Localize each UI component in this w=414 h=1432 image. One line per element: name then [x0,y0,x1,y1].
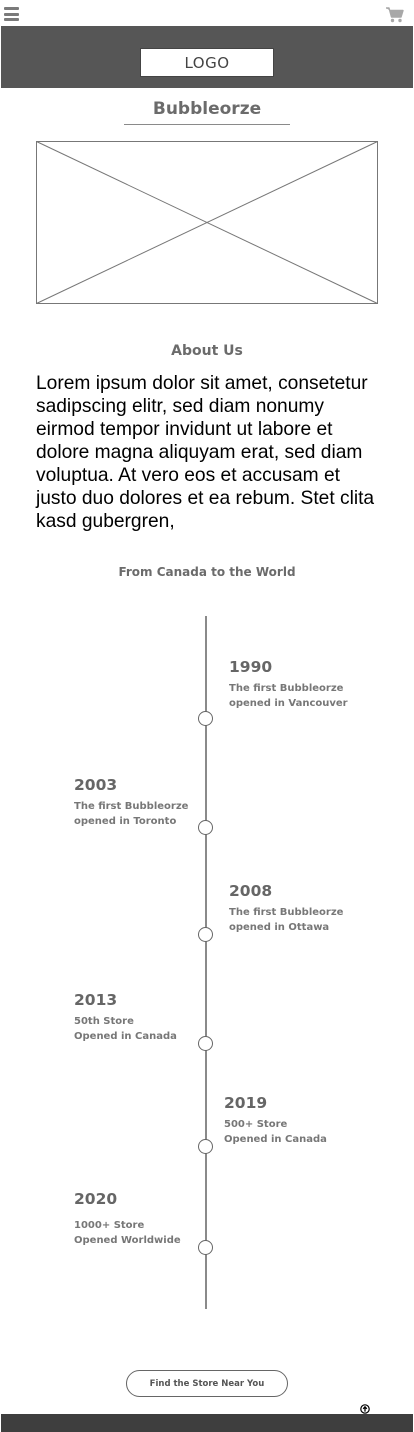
event-description: The first Bubbleorze opened in Vancouver [229,681,379,711]
site-footer [1,1414,413,1432]
timeline-event-2008: 2008 The first Bubbleorze opened in Otta… [229,881,379,935]
event-desc-line: opened in Ottawa [229,922,330,933]
event-desc-line: The first Bubbleorze [74,801,189,812]
hamburger-menu-icon[interactable] [4,7,19,21]
event-desc-line: 500+ Store [224,1119,288,1130]
brand-name: Bubbleorze [152,99,262,119]
event-description: The first Bubbleorze opened in Ottawa [229,905,379,935]
event-year: 2008 [229,882,273,900]
timeline-line [205,616,207,1309]
timeline-event-2020: 2020 1000+ Store Opened Worldwide [74,1189,224,1248]
event-description: 500+ Store Opened in Canada [224,1117,374,1147]
brand-underline [124,124,290,125]
event-desc-line: The first Bubbleorze [229,683,344,694]
timeline-dot [198,927,213,942]
event-year: 2003 [74,776,118,794]
timeline-event-2013: 2013 50th Store Opened in Canada [74,990,224,1044]
about-title: About Us [171,343,243,359]
timeline-event-2019: 2019 500+ Store Opened in Canada [224,1093,374,1147]
timeline-dot [198,711,213,726]
event-year: 2020 [74,1190,118,1208]
event-description: The first Bubbleorze opened in Toronto [74,799,224,829]
find-store-button[interactable]: Find the Store Near You [126,1370,288,1397]
event-desc-line: Opened in Canada [224,1134,327,1145]
event-year: 1990 [229,658,273,676]
event-description: 1000+ Store Opened Worldwide [74,1218,224,1248]
shopping-cart-icon[interactable] [385,6,405,24]
site-header: LOGO [1,26,413,88]
top-bar [0,0,414,26]
arrow-up-circle-icon[interactable] [360,1401,370,1414]
event-year: 2019 [224,1094,268,1112]
event-desc-line: Opened Worldwide [74,1235,181,1246]
timeline-title: From Canada to the World [118,565,296,579]
timeline-dot [198,1036,213,1051]
event-desc-line: Opened in Canada [74,1031,177,1042]
timeline-dot [198,820,213,835]
event-desc-line: 50th Store [74,1016,134,1027]
about-text: Lorem ipsum dolor sit amet, consetetur s… [36,373,375,532]
timeline-dot [198,1240,213,1255]
event-desc-line: The first Bubbleorze [229,907,344,918]
event-desc-line: opened in Toronto [74,816,177,827]
event-desc-line: opened in Vancouver [229,698,348,709]
timeline-event-1990: 1990 The first Bubbleorze opened in Vanc… [229,657,379,711]
logo[interactable]: LOGO [140,48,274,77]
event-year: 2013 [74,991,118,1009]
hero-image-placeholder [36,141,378,304]
timeline-event-2003: 2003 The first Bubbleorze opened in Toro… [74,775,224,829]
event-desc-line: 1000+ Store [74,1220,145,1231]
event-description: 50th Store Opened in Canada [74,1014,224,1044]
timeline-dot [198,1139,213,1154]
